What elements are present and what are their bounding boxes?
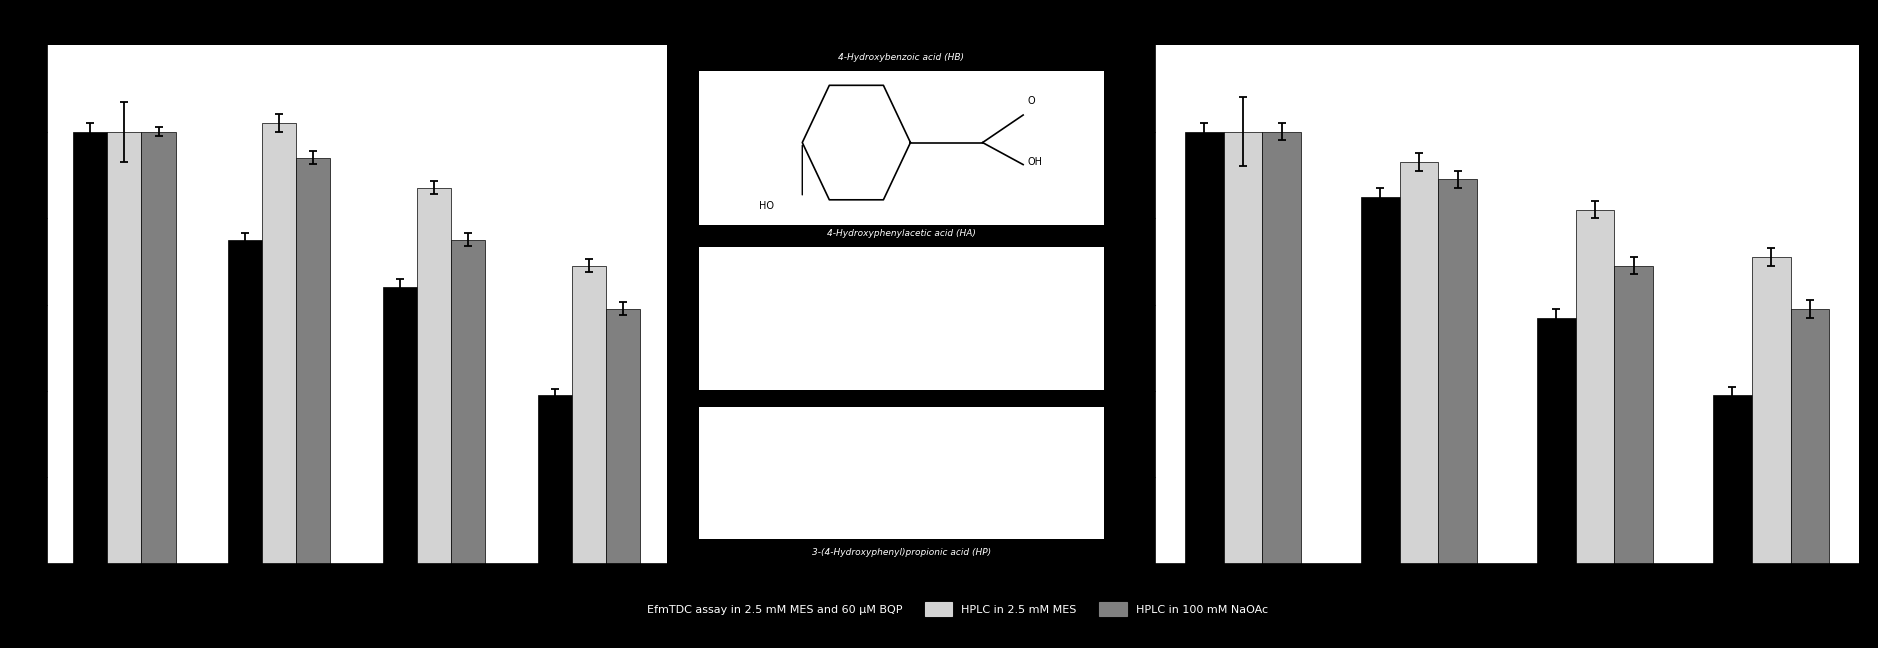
Bar [1262, 132, 1301, 564]
Bar [1185, 132, 1224, 564]
Bar [229, 240, 263, 564]
Bar [263, 123, 297, 564]
Bar [1536, 318, 1576, 564]
Bar [383, 287, 417, 564]
Bar [107, 132, 141, 564]
Bar [1224, 132, 1262, 564]
X-axis label: Inhibitor candidate: Inhibitor candidate [274, 595, 439, 610]
Y-axis label: Relative activity (%): Relative activity (%) [1095, 227, 1110, 382]
Bar [417, 188, 451, 564]
Bar [1399, 162, 1439, 564]
Bar [539, 395, 573, 564]
Bar [451, 240, 485, 564]
Bar [607, 309, 640, 564]
Bar [141, 132, 175, 564]
Bar [73, 132, 107, 564]
Bar [297, 157, 331, 564]
Bar [1362, 196, 1399, 564]
Text: HO: HO [759, 201, 774, 211]
Text: O: O [1027, 96, 1035, 106]
Bar [1752, 257, 1790, 564]
Text: 4-Hydroxybenzoic acid (HB): 4-Hydroxybenzoic acid (HB) [838, 52, 965, 62]
Bar [1615, 266, 1653, 564]
Bar [573, 266, 607, 564]
Bar [1790, 309, 1829, 564]
Legend: EfmTDC assay in 2.5 mM MES and 60 μM BQP, HPLC in 2.5 mM MES, HPLC in 100 mM NaO: EfmTDC assay in 2.5 mM MES and 60 μM BQP… [605, 597, 1273, 621]
Text: 4-Hydroxyphenylacetic acid (HA): 4-Hydroxyphenylacetic acid (HA) [826, 229, 977, 238]
Bar [1576, 209, 1615, 564]
Text: OH: OH [1027, 157, 1042, 167]
X-axis label: [3-(4-Hydroxyphenyl)propionic acid] (mM): [3-(4-Hydroxyphenyl)propionic acid] (mM) [1326, 595, 1688, 610]
Bar [1439, 179, 1478, 564]
Text: 3-(4-Hydroxyphenyl)propionic acid (HP): 3-(4-Hydroxyphenyl)propionic acid (HP) [811, 548, 992, 557]
Y-axis label: Relative activity (%): Relative activity (%) [0, 227, 2, 382]
Bar [1713, 395, 1752, 564]
Text: B): B) [1063, 15, 1091, 35]
